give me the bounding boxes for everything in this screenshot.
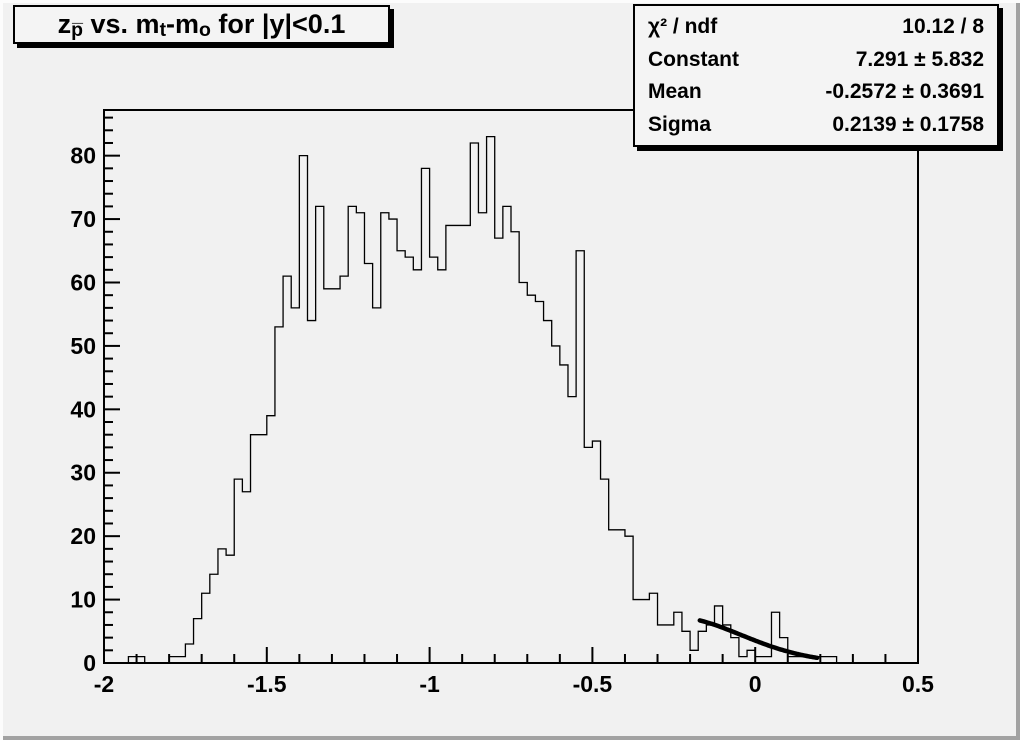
x-axis-tick-label: -1	[419, 671, 440, 697]
stats-row-mean: Mean -0.2572 ± 0.3691	[635, 76, 997, 109]
stats-row-chi2: χ² / ndf 10.12 / 8	[635, 10, 997, 43]
title-box: z p̅ vs. m t -m o for |y|<0.1	[13, 5, 390, 44]
title-segment: -m	[166, 9, 200, 39]
fit-curve	[697, 618, 820, 661]
y-axis-tick-label: 50	[70, 333, 96, 359]
stats-label: χ² / ndf	[648, 14, 718, 38]
title-segment: z	[57, 9, 72, 39]
y-axis-tick-label: 20	[70, 523, 96, 549]
stats-label: Constant	[648, 47, 739, 71]
title-segment: for |y|<0.1	[210, 9, 346, 39]
y-axis-tick-label: 70	[70, 206, 96, 232]
x-axis-tick-label: -0.5	[573, 671, 613, 697]
y-axis-tick-label: 30	[70, 460, 96, 486]
title-segment-sub: p̅	[71, 18, 84, 41]
x-axis-tick-label: -2	[94, 671, 114, 697]
title-segment-sub: o	[199, 18, 211, 41]
fit-statistics-box: χ² / ndf 10.12 / 8 Constant 7.291 ± 5.83…	[633, 4, 999, 147]
x-axis-tick-label: 0	[749, 671, 762, 697]
stats-label: Mean	[648, 80, 702, 104]
y-axis-tick-label: 60	[70, 269, 96, 295]
title-segment: vs. m	[83, 9, 160, 39]
stats-row-constant: Constant 7.291 ± 5.832	[635, 43, 997, 76]
y-axis-tick-label: 80	[70, 143, 96, 169]
x-axis-tick-label: -1.5	[247, 671, 287, 697]
stats-value: -0.2572 ± 0.3691	[825, 80, 984, 104]
stats-value: 10.12 / 8	[902, 14, 984, 38]
stats-row-sigma: Sigma 0.2139 ± 0.1758	[635, 108, 997, 141]
plot-frame	[103, 109, 919, 664]
histogram-line	[104, 135, 918, 664]
x-axis-tick-label: 0.5	[902, 671, 934, 697]
y-axis-tick-label: 0	[83, 650, 96, 676]
stats-value: 0.2139 ± 0.1758	[832, 113, 984, 137]
title-segment-sub: t	[159, 18, 167, 41]
stats-value: 7.291 ± 5.832	[855, 47, 984, 71]
stats-label: Sigma	[648, 113, 712, 137]
y-axis-tick-label: 10	[70, 587, 96, 613]
y-axis-tick-label: 40	[70, 396, 96, 422]
